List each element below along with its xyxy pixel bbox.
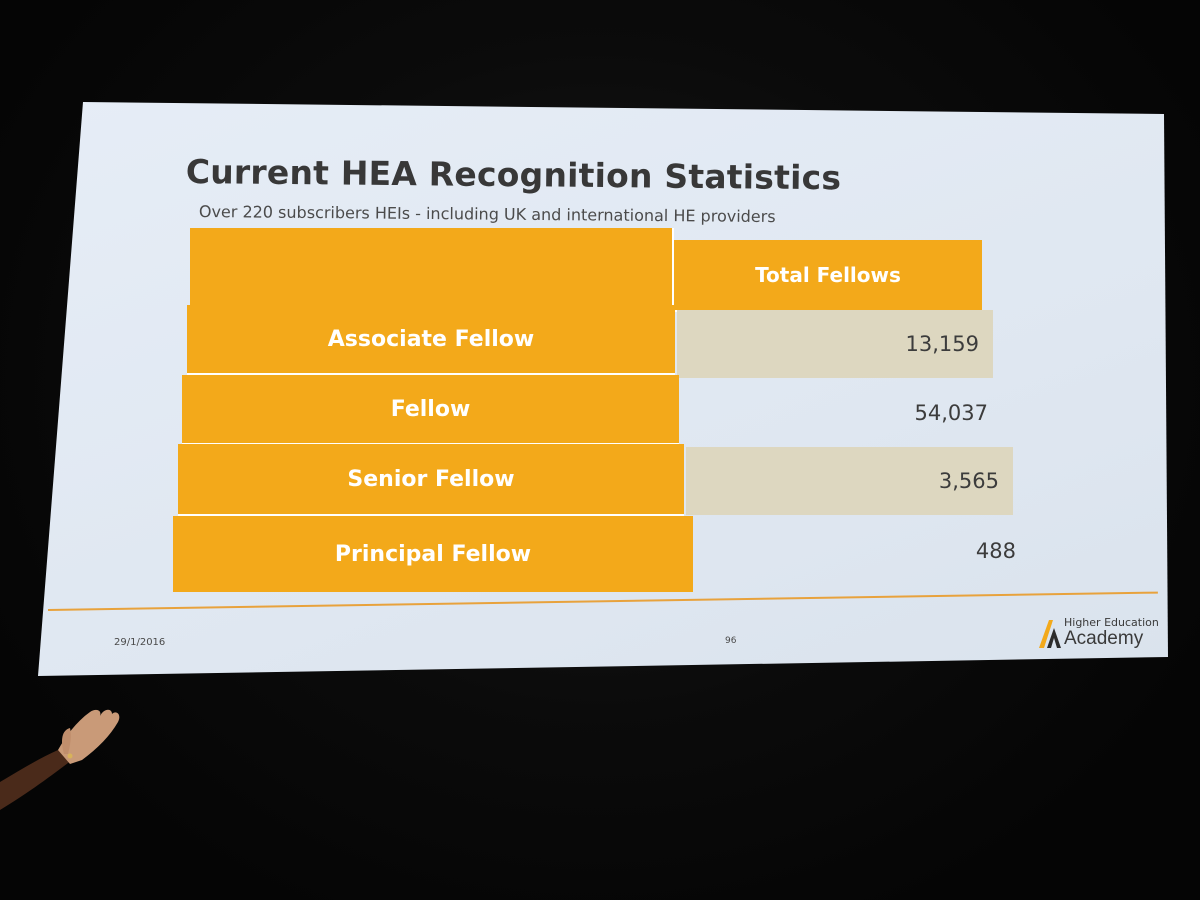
table-row-value: 488 bbox=[975, 539, 1016, 563]
logo-text-line1: Higher Education bbox=[1064, 616, 1159, 629]
footer-page-number: 96 bbox=[725, 636, 737, 646]
table-row-value: 54,037 bbox=[914, 401, 988, 425]
table-row-value: 3,565 bbox=[686, 447, 1013, 515]
footer-date: 29/1/2016 bbox=[114, 637, 166, 648]
table-row-label: Fellow bbox=[182, 375, 679, 445]
table-row-label: Principal Fellow bbox=[173, 516, 693, 592]
hea-logo: Higher Education Academy bbox=[1036, 612, 1159, 654]
logo-text-line2: Academy bbox=[1064, 628, 1144, 649]
hea-logo-icon bbox=[1039, 620, 1061, 648]
slide-title: Current HEA Recognition Statistics bbox=[185, 152, 842, 198]
presenter-hand bbox=[0, 709, 120, 810]
table-header-total-fellows: Total Fellows bbox=[674, 240, 982, 312]
table-header-blank-cell bbox=[190, 228, 674, 308]
table-row-label: Associate Fellow bbox=[187, 305, 675, 375]
table-row-label: Senior Fellow bbox=[178, 444, 684, 516]
table-row-value: 13,159 bbox=[677, 310, 993, 378]
